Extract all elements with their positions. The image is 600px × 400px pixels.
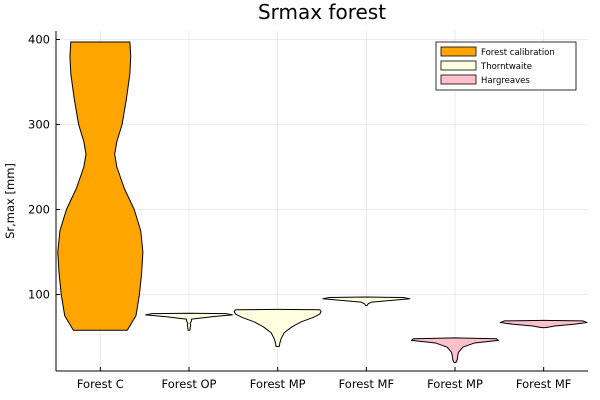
y-tick-label: 200: [28, 203, 50, 217]
chart-title: Srmax forest: [258, 0, 386, 24]
x-tick-label: Forest MP: [250, 377, 306, 391]
y-tick-label: 300: [28, 118, 50, 132]
x-tick-labels: Forest C Forest OP Forest MP Forest MF Fores…: [77, 367, 571, 391]
axes: [55, 31, 588, 372]
legend-swatch: [440, 46, 477, 57]
legend-label: Hargreaves: [481, 76, 530, 86]
legend: Forest calibration Thorntwaite Hargreaves: [435, 41, 577, 91]
violin-3: [322, 296, 411, 307]
y-tick-label: 100: [28, 288, 50, 302]
violin-2: [233, 308, 322, 347]
y-tick-label: 400: [28, 33, 50, 47]
violin-5: [499, 319, 588, 329]
y-axis-label: Sr,max [mm]: [3, 163, 17, 239]
legend-label: Thorntwaite: [480, 62, 532, 72]
x-tick-label: Forest C: [77, 377, 124, 391]
x-tick-label: Forest MF: [339, 377, 394, 391]
violin-4: [411, 337, 499, 363]
legend-swatch: [440, 60, 477, 71]
legend-swatch: [440, 74, 477, 85]
violin-1: [145, 312, 233, 331]
x-tick-label: Forest MP: [427, 377, 483, 391]
x-tick-label: Forest MF: [516, 377, 571, 391]
violin-0: [57, 41, 144, 331]
x-tick-label: Forest OP: [162, 377, 217, 391]
violins: [57, 41, 588, 363]
y-tick-labels: 100 200 300 400: [28, 33, 60, 302]
legend-label: Forest calibration: [481, 48, 555, 58]
